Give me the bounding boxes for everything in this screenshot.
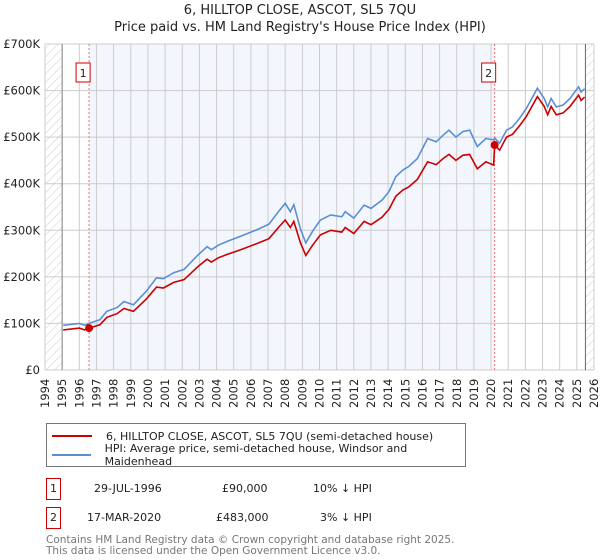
x-tick-label: 2002 (175, 379, 189, 408)
x-tick-label: 2019 (467, 379, 481, 408)
x-tick-label: 2025 (570, 379, 584, 408)
x-tick-label: 2008 (278, 379, 292, 408)
property-price-line (63, 93, 586, 331)
legend-label: 6, HILLTOP CLOSE, ASCOT, SL5 7QU (semi-d… (106, 429, 434, 443)
x-tick-label: 2026 (587, 379, 600, 408)
x-tick-label: 2006 (244, 379, 258, 408)
chart-title: 6, HILLTOP CLOSE, ASCOT, SL5 7QU (183, 3, 417, 18)
sale-date: 29-JUL-1996 (94, 482, 162, 495)
x-tick-label: 2004 (210, 379, 224, 408)
sale-vs-hpi: 3% ↓ HPI (320, 511, 372, 524)
y-tick-label: £300K (3, 223, 40, 237)
x-tick-label: 1994 (38, 379, 52, 408)
y-tick-label: £600K (3, 84, 40, 98)
y-tick-label: £0 (25, 363, 40, 377)
sale-label: 2 (485, 67, 492, 80)
x-tick-label: 2009 (295, 379, 309, 408)
sale-badge: 2 (46, 507, 61, 529)
footer: Contains HM Land Registry data © Crown c… (46, 535, 454, 557)
x-tick-label: 1998 (107, 379, 121, 408)
y-tick-label: £700K (3, 37, 40, 51)
x-tick-label: 2017 (433, 379, 447, 408)
x-tick-label: 2016 (415, 379, 429, 408)
sale-label-box (481, 62, 497, 83)
x-tick-label: 2015 (398, 379, 412, 408)
footer-line: Contains HM Land Registry data © Crown c… (46, 534, 455, 546)
sale-point (490, 141, 499, 150)
x-tick-label: 1997 (89, 379, 103, 408)
x-tick-label: 2001 (158, 379, 172, 408)
legend-item-property: 6, HILLTOP CLOSE, ASCOT, SL5 7QU (semi-d… (47, 428, 433, 444)
footer-line: This data is licensed under the Open Gov… (46, 545, 381, 557)
x-tick-label: 2005 (227, 379, 241, 408)
sale-vs-hpi: 10% ↓ HPI (313, 482, 372, 495)
x-tick-label: 2000 (141, 379, 155, 408)
sale-label: 1 (80, 67, 87, 80)
legend-label: HPI: Average price, semi-detached house,… (104, 442, 408, 468)
sale-date: 17-MAR-2020 (87, 511, 162, 524)
x-tick-label: 2013 (364, 379, 378, 408)
x-tick-label: 2020 (484, 379, 498, 408)
x-tick-label: 2024 (553, 379, 567, 408)
x-tick-label: 1999 (124, 379, 138, 408)
x-tick-label: 2003 (192, 379, 206, 408)
legend: 6, HILLTOP CLOSE, ASCOT, SL5 7QU (semi-d… (46, 423, 466, 468)
x-tick-label: 2010 (313, 379, 327, 408)
no-data-hatch-left (45, 44, 63, 370)
y-tick-label: £400K (3, 177, 40, 191)
x-tick-label: 2011 (330, 379, 344, 408)
x-tick-label: 2007 (261, 379, 275, 408)
y-tick-label: £200K (3, 270, 40, 284)
legend-swatch-blue (52, 454, 91, 456)
x-tick-label: 2018 (450, 379, 464, 408)
sale-price: £483,000 (216, 511, 269, 524)
price-chart: 1994 1995 1996 1997 1998 1999 2000 2001 2002 2003… (3, 37, 600, 408)
x-tick-label: 2014 (381, 379, 395, 408)
sale-badge: 1 (46, 478, 61, 500)
x-tick-label: 2021 (501, 379, 515, 408)
chart-subtitle: Price paid vs. HM Land Registry's House … (114, 20, 486, 35)
legend-item-hpi: HPI: Average price, semi-detached house,… (47, 442, 465, 468)
x-tick-label: 2022 (518, 379, 532, 408)
y-tick-label: £500K (3, 130, 40, 144)
no-data-hatch-right (585, 44, 594, 370)
hpi-line (63, 85, 586, 327)
x-tick-label: 2012 (347, 379, 361, 408)
sale-label-box (75, 62, 91, 83)
x-tick-label: 2023 (536, 379, 550, 408)
y-tick-label: £100K (3, 316, 40, 330)
sale-point (85, 324, 94, 333)
sale-price: £90,000 (222, 482, 268, 495)
x-tick-label: 1996 (72, 379, 86, 408)
x-tick-label: 1995 (55, 379, 69, 408)
legend-swatch-red (52, 435, 92, 437)
